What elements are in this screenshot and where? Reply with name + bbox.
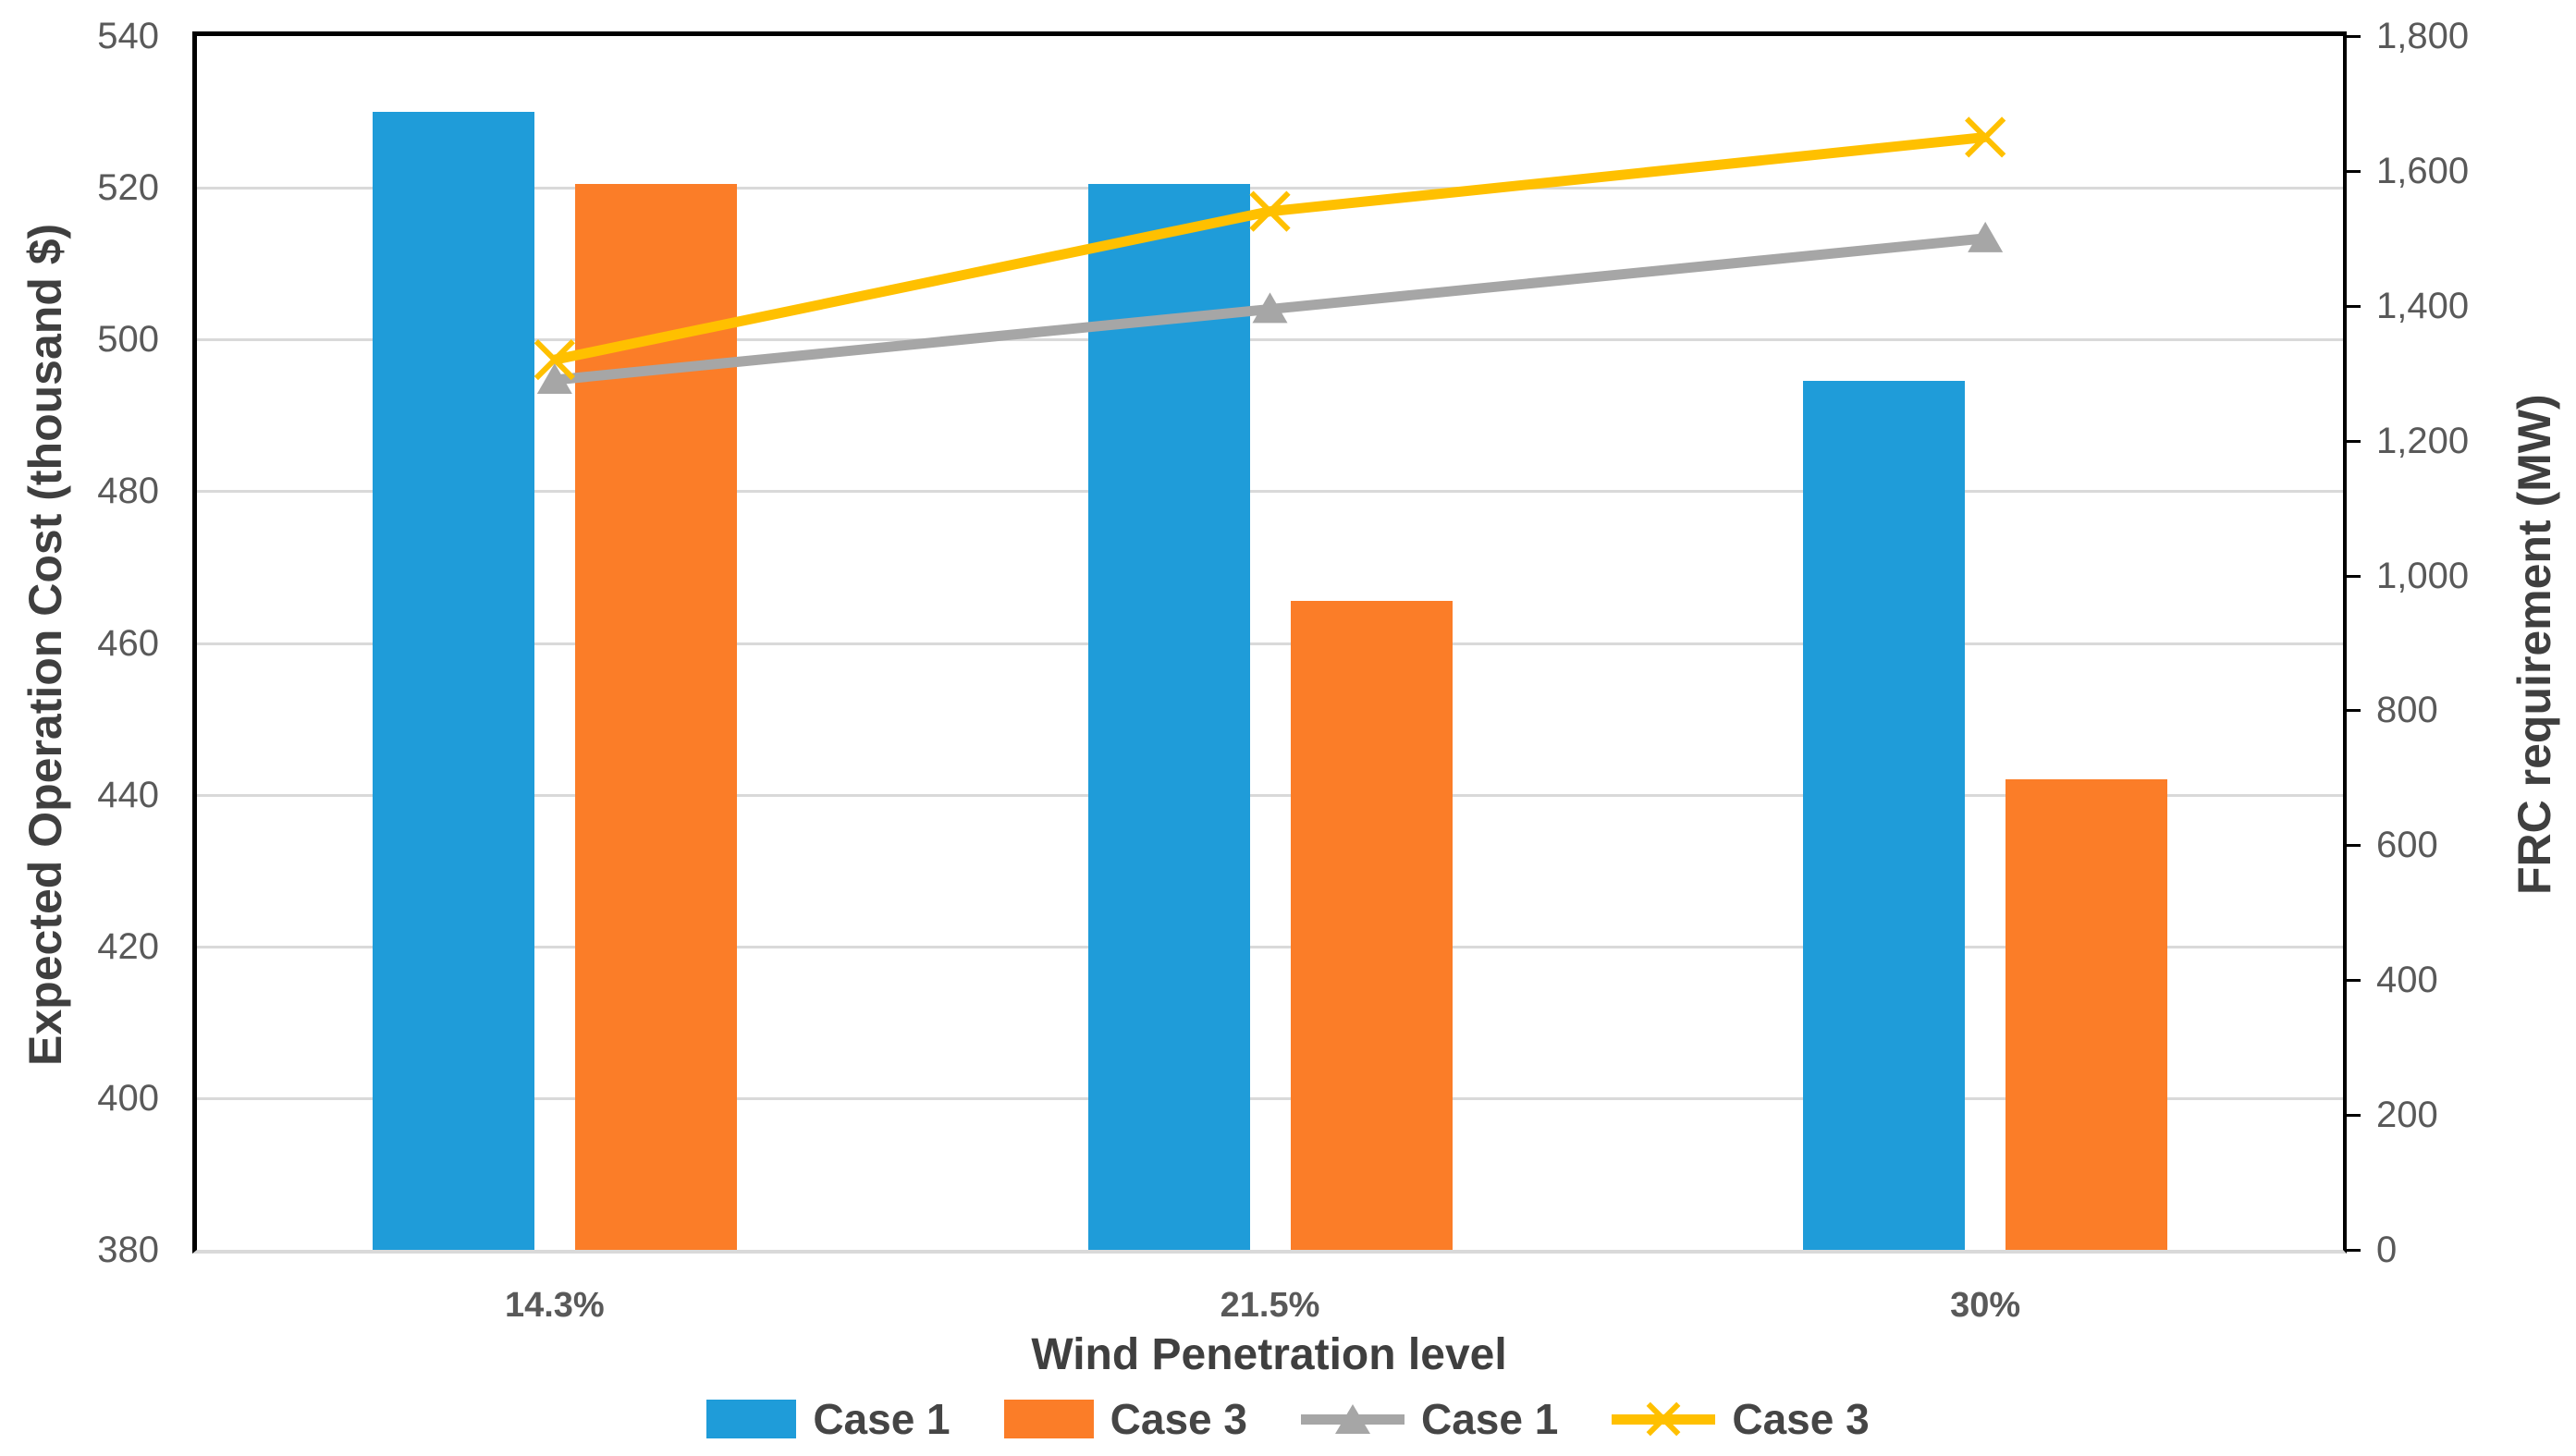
bar-case1 [1087,184,1250,1250]
bar-case1 [372,112,534,1250]
right-axis-tick-mark [2347,304,2361,308]
line-series-layer [534,116,2006,395]
left-axis-tick-label: 540 [97,16,159,56]
legend-swatch-line-triangle [1301,1398,1405,1440]
right-axis-tick-mark [2347,574,2361,578]
right-axis-tick-label: 200 [2376,1095,2438,1136]
triangle-marker-icon [1335,1404,1370,1434]
x-marker-icon [1249,190,1291,232]
legend-swatch-bar-0 [706,1400,797,1438]
legend: Case 1 Case 3 Case 1 Case 3 [0,1387,2576,1451]
legend-label: Case 3 [1732,1395,1870,1443]
x-marker-icon [1965,116,2006,158]
gridline [197,945,2343,948]
gridline [197,793,2343,797]
right-axis-tick-mark [2347,439,2361,443]
left-axis-tick-label: 420 [97,925,159,967]
left-axis-tick-label: 500 [97,319,159,361]
right-axis-tick-label: 1,800 [2376,16,2470,56]
x-axis-category-label: 30% [1950,1286,2021,1325]
right-axis-tick-mark [2347,844,2361,848]
gridline [197,490,2343,494]
legend-swatch-line-x [1612,1398,1716,1440]
legend-item-bar-case3: Case 3 [1003,1394,1247,1444]
triangle-marker-icon [1252,292,1288,324]
legend-label: Case 3 [1110,1395,1247,1443]
left-axis-tick-label: 400 [97,1077,159,1119]
x-axis-category-label: 14.3% [504,1286,605,1325]
legend-label: Case 1 [813,1395,951,1443]
bar-case3 [2006,779,2168,1250]
bar-case3 [1290,601,1453,1250]
right-axis-tick-mark [2347,169,2361,173]
right-axis-tick-label: 0 [2376,1230,2398,1270]
left-axis-tick-label: 480 [97,471,159,512]
line-case3 [553,131,1986,365]
right-axis-tick-mark [2347,35,2361,38]
legend-item-line-case1: Case 1 [1301,1394,1558,1444]
right-axis-tick-label: 1,200 [2376,420,2470,461]
right-axis-tick-label: 1,000 [2376,555,2470,596]
left-axis-tick-label: 440 [97,774,159,815]
triangle-marker-icon [536,363,572,395]
x-axis-category-label: 21.5% [1220,1286,1320,1325]
triangle-marker-icon [1968,221,2004,252]
legend-swatch-bar-1 [1003,1400,1094,1438]
bar-case1 [1803,381,1966,1250]
right-axis-tick-label: 1,600 [2376,150,2470,191]
right-axis-tick-mark [2347,1249,2361,1252]
gridline [197,642,2343,645]
gridline [197,338,2343,342]
gridline [197,1096,2343,1100]
x-axis-title: Wind Penetration level [1031,1330,1507,1379]
legend-label: Case 1 [1421,1395,1559,1443]
x-marker-icon [534,339,575,381]
right-axis-tick-mark [2347,979,2361,983]
plot-area [192,31,2347,1254]
right-axis-tick-mark [2347,1114,2361,1118]
right-axis-tick-mark [2347,709,2361,713]
left-axis-tick-label: 520 [97,167,159,209]
gridline [197,187,2343,190]
right-axis-tick-label: 600 [2376,825,2438,866]
left-axis-tick-label: 460 [97,622,159,664]
right-axis-tick-label: 1,400 [2376,285,2470,326]
right-axis-tick-label: 400 [2376,960,2438,1001]
legend-item-line-case3: Case 3 [1612,1394,1870,1444]
left-axis-tick-label: 380 [97,1230,159,1270]
legend-item-bar-case1: Case 1 [706,1394,951,1444]
right-axis-tick-label: 800 [2376,690,2438,731]
